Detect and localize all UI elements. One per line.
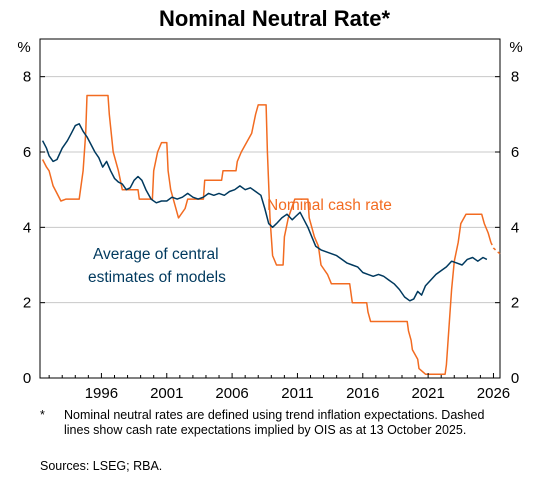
x-tick-label: 2021 (411, 385, 444, 402)
y-tick-label-left: 4 (23, 219, 31, 236)
annotation-cash-rate: Nominal cash rate (267, 197, 392, 214)
x-tick-label: 2001 (150, 385, 183, 402)
line-chart: 0 0 2 2 4 4 6 6 8 8 1996 2001 2006 2011 2016 2021 2026 %… (17, 38, 523, 402)
y-tick-label-right: 6 (511, 144, 519, 161)
y-tick-label-left: 2 (23, 295, 31, 312)
y-tick-label-left: 0 (23, 370, 31, 387)
annotation-models-line1: Average of central (93, 246, 219, 263)
x-tick-label: 2011 (281, 385, 313, 402)
y-tick-label-right: 4 (511, 219, 519, 236)
y-tick-label-left: 6 (23, 144, 31, 161)
y-tick-label-right: 8 (511, 69, 519, 86)
x-tick-label: 2026 (477, 385, 510, 402)
y-axis-label-right: % (509, 39, 522, 56)
y-tick-label-right: 2 (511, 295, 519, 312)
series-line-nominal-cash-rate (41, 94, 492, 375)
x-tick-label: 2016 (346, 385, 379, 402)
plot-area (39, 38, 501, 379)
footnote-text: Nominal neutral rates are defined using … (64, 408, 485, 437)
series-line-average-of-central-estimates-of-models (41, 123, 488, 302)
series-line-cash-rate-expectations-implied-by-ois (490, 242, 501, 255)
annotation-models-line2: estimates of models (88, 269, 226, 286)
chart-title: Nominal Neutral Rate* (158, 6, 391, 31)
footnote-marker: * (40, 408, 45, 422)
x-tick-label: 1996 (85, 385, 118, 402)
y-tick-label-left: 8 (23, 69, 31, 86)
footnote: * Nominal neutral rates are defined usin… (40, 408, 510, 437)
axis-layer: 0 0 2 2 4 4 6 6 8 8 1996 2001 2006 2011 2016 2021 2026 (23, 69, 519, 402)
y-axis-label-left: % (17, 39, 30, 56)
y-tick-label-right: 0 (511, 370, 519, 387)
series-layer (41, 94, 501, 375)
sources: Sources: LSEG; RBA. (40, 459, 163, 473)
x-tick-label: 2006 (215, 385, 248, 402)
